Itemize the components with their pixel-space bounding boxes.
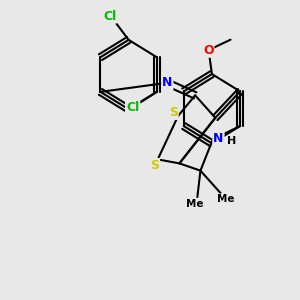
Text: O: O xyxy=(203,44,214,57)
Text: N: N xyxy=(213,132,224,145)
Text: Me: Me xyxy=(185,199,203,209)
Text: Me: Me xyxy=(218,194,235,204)
Text: Cl: Cl xyxy=(103,10,116,22)
Text: methoxy: methoxy xyxy=(232,37,238,38)
Text: Cl: Cl xyxy=(126,100,139,114)
Text: H: H xyxy=(227,136,236,146)
Text: S: S xyxy=(150,159,159,172)
Text: N: N xyxy=(162,76,172,89)
Text: S: S xyxy=(169,106,178,119)
